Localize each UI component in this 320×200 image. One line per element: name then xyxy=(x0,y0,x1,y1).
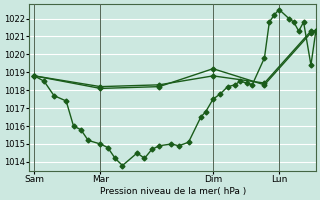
X-axis label: Pression niveau de la mer( hPa ): Pression niveau de la mer( hPa ) xyxy=(100,187,246,196)
